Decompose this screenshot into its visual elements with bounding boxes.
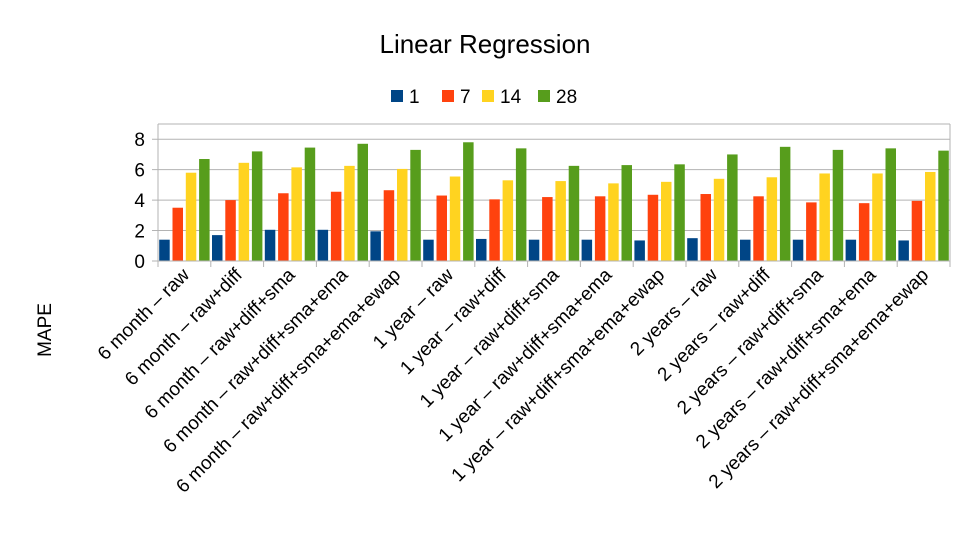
bar-series-7 <box>278 193 289 261</box>
bar-series-14 <box>291 167 302 261</box>
bar-series-7 <box>225 200 236 261</box>
bar-series-7 <box>489 199 500 261</box>
bar-series-1 <box>423 239 434 261</box>
bar-series-14 <box>238 162 250 261</box>
bar-series-1 <box>370 231 381 261</box>
bar-series-1 <box>898 240 909 261</box>
bar-series-1 <box>317 229 329 261</box>
bars <box>159 142 949 261</box>
legend-swatch-7 <box>442 90 454 102</box>
bar-series-1 <box>159 239 170 261</box>
bar-series-1 <box>792 239 804 261</box>
bar-series-28 <box>251 151 263 261</box>
bar-series-1 <box>634 240 645 261</box>
bar-series-14 <box>872 173 883 261</box>
y-tick-label: 6 <box>134 161 145 182</box>
y-axis-label: MAPE <box>35 303 56 357</box>
bar-series-7 <box>911 200 923 261</box>
bar-series-7 <box>594 196 606 261</box>
legend-swatch-28 <box>538 90 550 102</box>
legend-label: 14 <box>500 87 522 108</box>
legend-label: 7 <box>460 87 471 108</box>
bar-series-14 <box>925 171 936 261</box>
bar-series-1 <box>845 239 857 261</box>
bar-series-7 <box>172 207 183 261</box>
bar-series-1 <box>212 235 223 261</box>
bar-series-7 <box>383 190 395 261</box>
bar-series-1 <box>264 229 276 261</box>
y-tick-label: 8 <box>134 130 145 151</box>
bar-series-28 <box>568 165 580 261</box>
bar-series-1 <box>740 239 751 261</box>
bar-series-28 <box>832 149 844 261</box>
bar-series-28 <box>621 165 632 261</box>
bar-series-14 <box>344 165 355 261</box>
y-axis-ticks: 0 2 4 6 8 <box>134 130 145 273</box>
bar-series-7 <box>647 194 659 261</box>
x-category-label: 6 month – raw <box>94 264 194 364</box>
bar-series-28 <box>938 150 949 261</box>
y-tick-label: 4 <box>134 191 145 212</box>
bar-series-7 <box>700 194 711 261</box>
bar-series-14 <box>713 178 725 261</box>
legend-label: 1 <box>409 87 420 108</box>
bar-series-7 <box>436 195 447 261</box>
bar-series-28 <box>515 148 527 261</box>
bar-series-14 <box>397 168 408 261</box>
bar-series-28 <box>463 142 474 261</box>
legend-label: 28 <box>556 87 577 108</box>
bar-series-28 <box>885 148 896 261</box>
bar-series-14 <box>608 183 619 261</box>
legend-swatch-14 <box>482 90 494 102</box>
bar-series-7 <box>330 191 342 261</box>
legend: 1 7 14 28 <box>391 87 577 108</box>
bar-series-28 <box>304 147 316 261</box>
y-tick-label: 0 <box>134 252 145 273</box>
bar-series-1 <box>581 239 593 261</box>
bar-series-1 <box>476 238 487 261</box>
axes <box>157 124 951 267</box>
chart-title: Linear Regression <box>379 29 590 59</box>
bar-series-7 <box>542 197 553 261</box>
bar-series-14 <box>766 177 778 261</box>
bar-series-7 <box>806 202 817 261</box>
bar-series-28 <box>727 154 738 261</box>
bar-series-14 <box>449 176 461 261</box>
bar-series-28 <box>674 164 685 261</box>
bar-series-14 <box>555 181 566 261</box>
legend-swatch-1 <box>391 90 403 102</box>
bar-series-7 <box>753 196 764 261</box>
bar-series-14 <box>819 173 830 261</box>
bar-series-7 <box>858 203 870 261</box>
bar-series-28 <box>410 149 421 261</box>
bar-series-28 <box>779 146 791 261</box>
bar-series-14 <box>185 172 197 261</box>
bar-series-14 <box>502 180 514 261</box>
bar-series-28 <box>357 143 368 261</box>
bar-series-14 <box>661 181 672 261</box>
bar-series-1 <box>528 239 540 261</box>
bar-series-1 <box>687 238 698 261</box>
bar-series-28 <box>199 159 210 261</box>
y-tick-label: 2 <box>134 222 145 243</box>
